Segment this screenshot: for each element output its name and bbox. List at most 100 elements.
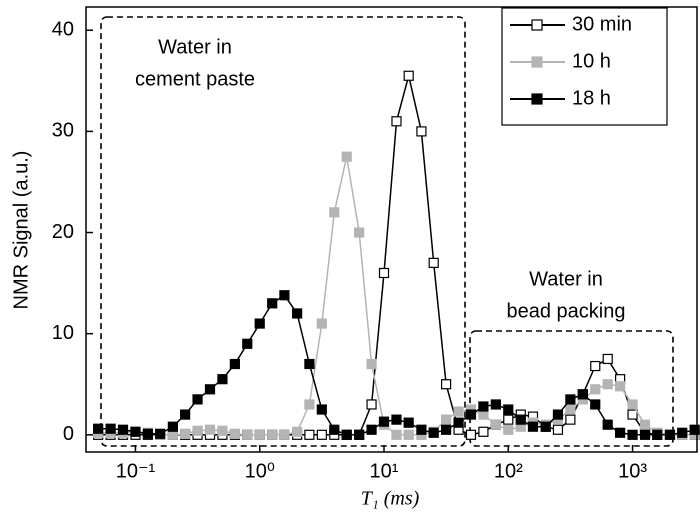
marker <box>478 401 489 412</box>
marker <box>378 267 390 279</box>
marker <box>527 421 539 432</box>
marker <box>217 374 228 385</box>
marker <box>391 429 402 440</box>
marker <box>217 425 228 436</box>
x-tick-label: 10⁻¹ <box>116 460 156 482</box>
marker <box>279 429 290 440</box>
legend-marker <box>531 93 543 105</box>
marker <box>279 290 290 301</box>
marker <box>204 384 216 395</box>
marker <box>590 384 601 395</box>
marker <box>316 429 327 440</box>
marker <box>627 409 638 420</box>
marker <box>577 389 588 400</box>
legend-label: 30 min <box>572 13 632 35</box>
marker <box>254 318 265 329</box>
legend-label: 18 h <box>572 87 611 109</box>
marker <box>192 425 203 436</box>
marker <box>366 399 377 410</box>
region-box <box>469 330 674 447</box>
y-axis-label: NMR Signal (a.u.) <box>10 151 32 310</box>
marker <box>441 424 452 435</box>
series-line <box>98 156 695 436</box>
marker <box>677 427 688 438</box>
marker <box>354 429 365 440</box>
marker <box>391 116 402 127</box>
marker <box>366 424 377 435</box>
marker <box>465 409 477 420</box>
marker <box>366 358 377 370</box>
marker <box>316 318 327 329</box>
marker <box>292 308 303 319</box>
x-tick-label: 10² <box>494 460 523 482</box>
marker <box>93 423 104 434</box>
marker <box>304 399 315 410</box>
annotation: Water in <box>529 268 603 290</box>
marker <box>142 428 154 439</box>
marker <box>341 151 352 162</box>
marker <box>180 428 191 439</box>
x-axis-label: T₁ (ms) <box>361 488 420 510</box>
marker <box>441 414 452 425</box>
marker <box>416 126 427 137</box>
x-tick-label: 10⁰ <box>245 460 275 482</box>
marker <box>453 406 464 417</box>
marker <box>565 404 576 415</box>
marker <box>552 424 564 435</box>
marker <box>242 429 253 440</box>
marker <box>453 417 464 428</box>
marker <box>105 423 116 434</box>
y-tick-label: 30 <box>52 120 74 142</box>
marker <box>478 426 489 437</box>
marker <box>503 424 514 435</box>
marker <box>615 427 626 438</box>
marker <box>267 298 278 309</box>
marker <box>254 429 265 440</box>
marker <box>565 394 576 405</box>
x-tick-label: 10¹ <box>370 460 399 482</box>
marker <box>403 429 414 440</box>
marker <box>465 429 477 440</box>
x-tick-label: 10³ <box>618 460 647 482</box>
marker <box>602 353 613 365</box>
marker <box>416 424 427 435</box>
marker <box>192 394 203 405</box>
marker <box>540 421 551 432</box>
y-tick-label: 10 <box>52 322 74 344</box>
annotation: cement paste <box>135 68 255 90</box>
marker <box>304 358 315 370</box>
marker <box>329 424 340 435</box>
annotation: bead packing <box>507 300 626 322</box>
marker <box>378 416 390 427</box>
marker <box>391 414 402 425</box>
y-tick-label: 20 <box>52 221 74 243</box>
marker <box>627 399 638 410</box>
marker <box>689 424 700 435</box>
plot-frame <box>85 6 698 453</box>
marker <box>664 429 676 440</box>
marker <box>490 419 501 430</box>
marker <box>155 428 166 439</box>
marker <box>615 381 626 392</box>
legend-marker <box>531 56 543 68</box>
legend-marker <box>531 19 543 31</box>
marker <box>403 417 414 428</box>
marker <box>652 429 663 440</box>
marker <box>117 424 129 435</box>
region-box <box>100 16 466 447</box>
marker <box>428 257 439 268</box>
marker <box>552 409 564 420</box>
marker <box>590 399 601 410</box>
marker <box>204 424 216 435</box>
marker <box>180 409 191 420</box>
marker <box>503 414 514 425</box>
annotation: Water in <box>158 36 232 58</box>
marker <box>403 70 414 81</box>
marker <box>304 429 315 440</box>
marker <box>341 429 352 440</box>
legend-label: 10 h <box>572 50 611 72</box>
marker <box>130 426 141 437</box>
marker <box>490 399 501 410</box>
marker <box>229 428 240 439</box>
